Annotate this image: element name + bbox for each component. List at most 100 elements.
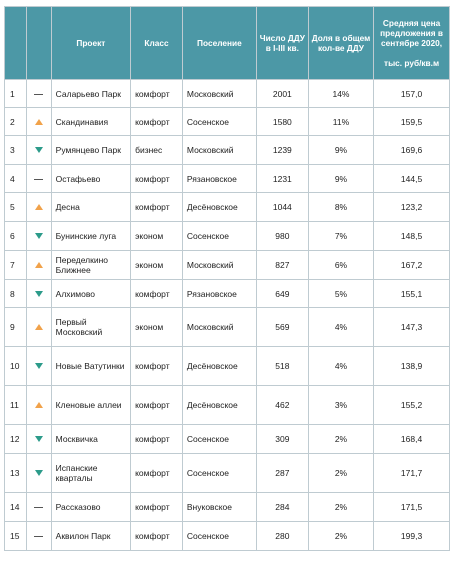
- arrow-down-icon: [34, 147, 43, 153]
- dash-icon: [34, 178, 44, 180]
- class-cell: эконом: [130, 307, 183, 347]
- class-cell: комфорт: [130, 346, 183, 386]
- header-price: Средняя цена предложения в сентябре 2020…: [373, 6, 450, 80]
- dash-icon: [34, 93, 44, 95]
- share-cell: 4%: [307, 346, 375, 386]
- share-cell: 2%: [307, 424, 375, 454]
- price-cell: 144,5: [373, 164, 450, 193]
- share-cell: 6%: [307, 250, 375, 280]
- trend-cell: [25, 279, 52, 308]
- settlement-cell: Сосенское: [181, 521, 257, 551]
- project-cell: Румянцево Парк: [50, 135, 132, 165]
- trend-cell: [25, 521, 52, 551]
- settlement-cell: Сосенское: [181, 221, 257, 251]
- price-cell: 138,9: [373, 346, 450, 386]
- settlement-cell: Московский: [181, 135, 257, 165]
- table-row: 13 Испанские кварталы комфорт Сосенское 287 2…: [4, 453, 450, 493]
- price-cell: 171,5: [373, 492, 450, 522]
- project-cell: Скандинавия: [50, 107, 132, 136]
- ddu-count-cell: 1231: [255, 164, 309, 193]
- ddu-count-cell: 1239: [255, 135, 309, 165]
- table-body: 1 Саларьево Парк комфорт Московский 2001 14% 1…: [4, 79, 450, 551]
- settlement-cell: Десёновское: [181, 192, 257, 222]
- rank-cell: 10: [4, 346, 27, 386]
- dash-icon: [34, 507, 44, 509]
- rank-cell: 1: [4, 79, 27, 108]
- trend-cell: [25, 250, 52, 280]
- share-cell: 5%: [307, 279, 375, 308]
- header-ddu-count: Число ДДУ в I-III кв.: [255, 6, 309, 80]
- ddu-count-cell: 518: [255, 346, 309, 386]
- arrow-down-icon: [34, 233, 43, 239]
- table-row: 2 Скандинавия комфорт Сосенское 1580 11% 159,5: [4, 107, 450, 136]
- table-row: 9 Первый Московский эконом Московский 569 4% 1…: [4, 307, 450, 347]
- ddu-count-cell: 309: [255, 424, 309, 454]
- settlement-cell: Сосенское: [181, 424, 257, 454]
- settlement-cell: Московский: [181, 307, 257, 347]
- trend-cell: [25, 307, 52, 347]
- class-cell: бизнес: [130, 135, 183, 165]
- settlement-cell: Рязановское: [181, 279, 257, 308]
- price-cell: 155,1: [373, 279, 450, 308]
- dash-icon: [34, 536, 44, 538]
- header-row: Проект Класс Поселение Число ДДУ в I-III…: [4, 6, 450, 80]
- arrow-down-icon: [34, 470, 43, 476]
- trend-cell: [25, 107, 52, 136]
- ddu-count-cell: 649: [255, 279, 309, 308]
- header-price-title: Средняя цена предложения в сентябре 2020…: [380, 18, 443, 48]
- class-cell: комфорт: [130, 521, 183, 551]
- rank-cell: 8: [4, 279, 27, 308]
- project-cell: Переделкино Ближнее: [50, 250, 132, 280]
- class-cell: эконом: [130, 250, 183, 280]
- class-cell: комфорт: [130, 79, 183, 108]
- rank-cell: 2: [4, 107, 27, 136]
- table-row: 11 Кленовые аллеи комфорт Десёновское 462 3% 1…: [4, 385, 450, 425]
- rank-cell: 3: [4, 135, 27, 165]
- settlement-cell: Московский: [181, 79, 257, 108]
- table-row: 3 Румянцево Парк бизнес Московский 1239 9% 169…: [4, 135, 450, 165]
- share-cell: 9%: [307, 135, 375, 165]
- price-cell: 168,4: [373, 424, 450, 454]
- rank-cell: 5: [4, 192, 27, 222]
- ranking-table: Проект Класс Поселение Число ДДУ в I-III…: [4, 6, 450, 551]
- ddu-count-cell: 1044: [255, 192, 309, 222]
- table-row: 15 Аквилон Парк комфорт Сосенское 280 2% 199,3: [4, 521, 450, 551]
- arrow-up-icon: [34, 402, 43, 408]
- table-row: 7 Переделкино Ближнее эконом Московский 827 6…: [4, 250, 450, 280]
- price-cell: 171,7: [373, 453, 450, 493]
- ddu-count-cell: 827: [255, 250, 309, 280]
- settlement-cell: Сосенское: [181, 453, 257, 493]
- class-cell: эконом: [130, 221, 183, 251]
- share-cell: 2%: [307, 492, 375, 522]
- project-cell: Остафьево: [50, 164, 132, 193]
- ddu-count-cell: 569: [255, 307, 309, 347]
- price-cell: 169,6: [373, 135, 450, 165]
- project-cell: Кленовые аллеи: [50, 385, 132, 425]
- header-rank: [4, 6, 27, 80]
- project-cell: Первый Московский: [50, 307, 132, 347]
- trend-cell: [25, 164, 52, 193]
- class-cell: комфорт: [130, 453, 183, 493]
- share-cell: 7%: [307, 221, 375, 251]
- arrow-down-icon: [34, 436, 43, 442]
- project-cell: Рассказово: [50, 492, 132, 522]
- rank-cell: 9: [4, 307, 27, 347]
- header-project: Проект: [50, 6, 132, 80]
- project-cell: Десна: [50, 192, 132, 222]
- ddu-count-cell: 1580: [255, 107, 309, 136]
- class-cell: комфорт: [130, 164, 183, 193]
- price-cell: 148,5: [373, 221, 450, 251]
- share-cell: 9%: [307, 164, 375, 193]
- price-cell: 123,2: [373, 192, 450, 222]
- header-trend: [25, 6, 52, 80]
- arrow-up-icon: [34, 324, 43, 330]
- ddu-count-cell: 462: [255, 385, 309, 425]
- arrow-up-icon: [34, 204, 43, 210]
- table-row: 14 Рассказово комфорт Внуковское 284 2% 171,5: [4, 492, 450, 522]
- share-cell: 8%: [307, 192, 375, 222]
- table-row: 12 Москвичка комфорт Сосенское 309 2% 168,4: [4, 424, 450, 454]
- table-row: 4 Остафьево комфорт Рязановское 1231 9% 144,5: [4, 164, 450, 193]
- table-row: 10 Новые Ватутинки комфорт Десёновское 518 4%…: [4, 346, 450, 386]
- trend-cell: [25, 135, 52, 165]
- price-cell: 199,3: [373, 521, 450, 551]
